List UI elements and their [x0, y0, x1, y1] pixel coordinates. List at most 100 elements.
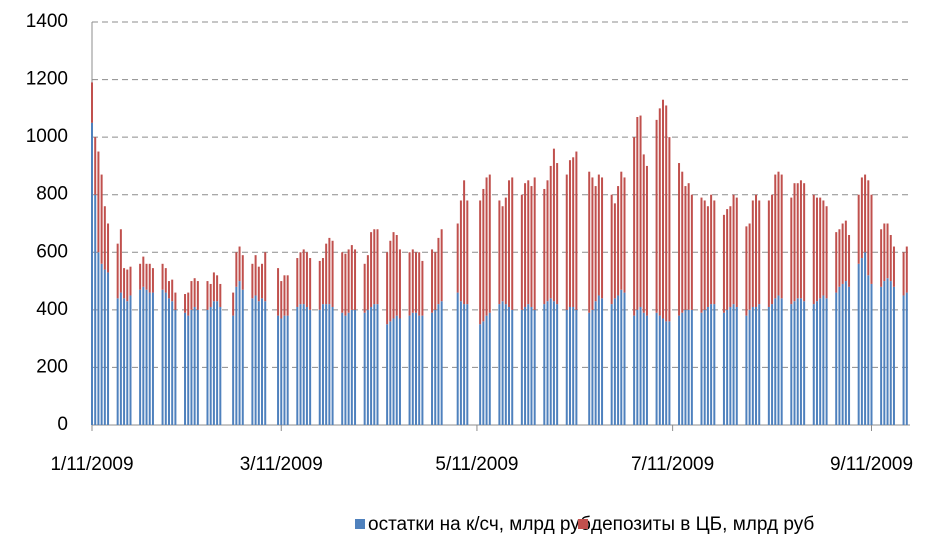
- bar-segment: [617, 295, 620, 425]
- bar-segment: [613, 298, 616, 425]
- bar-segment: [219, 306, 222, 425]
- bar-segment: [645, 165, 648, 316]
- bar-segment: [703, 309, 706, 425]
- bar-segment: [350, 245, 353, 310]
- bar-segment: [212, 301, 215, 425]
- bar-segment: [520, 309, 523, 425]
- bar-segment: [482, 188, 485, 322]
- bar-segment: [819, 298, 822, 425]
- bar-segment: [145, 263, 148, 290]
- bar-segment: [870, 283, 873, 425]
- bar-segment: [392, 318, 395, 425]
- bar-segment: [642, 312, 645, 425]
- bar-segment: [722, 312, 725, 425]
- bar-segment: [601, 177, 604, 299]
- bar-segment: [389, 240, 392, 322]
- bar-segment: [880, 229, 883, 287]
- bar-segment: [530, 186, 533, 307]
- bar-segment: [463, 304, 466, 425]
- bar-segment: [318, 309, 321, 425]
- bar-segment: [591, 177, 594, 310]
- bar-segment: [421, 260, 424, 316]
- bar-segment: [395, 315, 398, 425]
- bar-segment: [889, 235, 892, 282]
- bar-segment: [661, 99, 664, 319]
- bar-segment: [331, 240, 334, 307]
- legend-swatch: [578, 519, 588, 529]
- bar-segment: [174, 309, 177, 425]
- bar-segment: [549, 165, 552, 299]
- bar-segment: [126, 301, 129, 425]
- x-tick-label: 5/11/2009: [435, 454, 518, 475]
- bar-segment: [892, 286, 895, 425]
- bar-segment: [437, 237, 440, 305]
- bar-segment: [886, 278, 889, 425]
- bar-segment: [421, 315, 424, 425]
- bar-segment: [796, 298, 799, 425]
- x-tick-label: 1/11/2009: [50, 454, 133, 475]
- bar-segment: [588, 171, 591, 313]
- bar-segment: [504, 304, 507, 425]
- bar-segment: [411, 312, 414, 425]
- bar-segment: [504, 197, 507, 305]
- bar-segment: [755, 306, 758, 425]
- bar-segment: [822, 295, 825, 425]
- bar-segment: [325, 304, 328, 425]
- bar-segment: [187, 315, 190, 425]
- bar-segment: [745, 315, 748, 425]
- bar-segment: [440, 301, 443, 425]
- bar-segment: [803, 183, 806, 302]
- bar-segment: [848, 235, 851, 287]
- bar-segment: [790, 197, 793, 305]
- bar-segment: [466, 304, 469, 425]
- bar-segment: [572, 157, 575, 307]
- bar-segment: [116, 243, 119, 299]
- bar-segment: [232, 292, 235, 316]
- bar-segment: [103, 269, 106, 425]
- bar-segment: [437, 304, 440, 425]
- bar-segment: [822, 200, 825, 296]
- bar-segment: [347, 312, 350, 425]
- bar-segment: [729, 306, 732, 425]
- bar-segment: [94, 194, 97, 425]
- bar-segment: [107, 223, 110, 273]
- bar-segment: [864, 252, 867, 425]
- bar-segment: [815, 301, 818, 425]
- bar-segment: [700, 312, 703, 425]
- bar-segment: [732, 194, 735, 305]
- bar-segment: [844, 220, 847, 282]
- bar-segment: [466, 200, 469, 305]
- bar-segment: [283, 275, 286, 316]
- bar-segment: [588, 312, 591, 425]
- bar-segment: [710, 194, 713, 305]
- bar-segment: [684, 309, 687, 425]
- bar-segment: [171, 301, 174, 425]
- bar-segment: [883, 281, 886, 425]
- bar-segment: [305, 306, 308, 425]
- bar-segment: [142, 256, 145, 287]
- bar-segment: [341, 252, 344, 313]
- bar-segment: [687, 309, 690, 425]
- bar-segment: [501, 206, 504, 302]
- bar-segment: [434, 252, 437, 310]
- bar-segment: [411, 249, 414, 313]
- bar-segment: [549, 298, 552, 425]
- bar-segment: [530, 306, 533, 425]
- bar-segment: [681, 312, 684, 425]
- bar-segment: [485, 315, 488, 425]
- bar-segment: [238, 281, 241, 425]
- bar-segment: [658, 315, 661, 425]
- bar-segment: [456, 223, 459, 293]
- bar-segment: [366, 255, 369, 310]
- y-tick-label: 1200: [26, 69, 68, 90]
- bar-segment: [286, 275, 289, 316]
- bar-segment: [190, 281, 193, 310]
- bar-segment: [748, 223, 751, 310]
- bar-segment: [841, 283, 844, 425]
- bar-segment: [767, 306, 770, 425]
- bar-segment: [376, 229, 379, 305]
- bar-segment: [886, 223, 889, 279]
- bar-segment: [825, 298, 828, 425]
- bar-segment: [758, 200, 761, 305]
